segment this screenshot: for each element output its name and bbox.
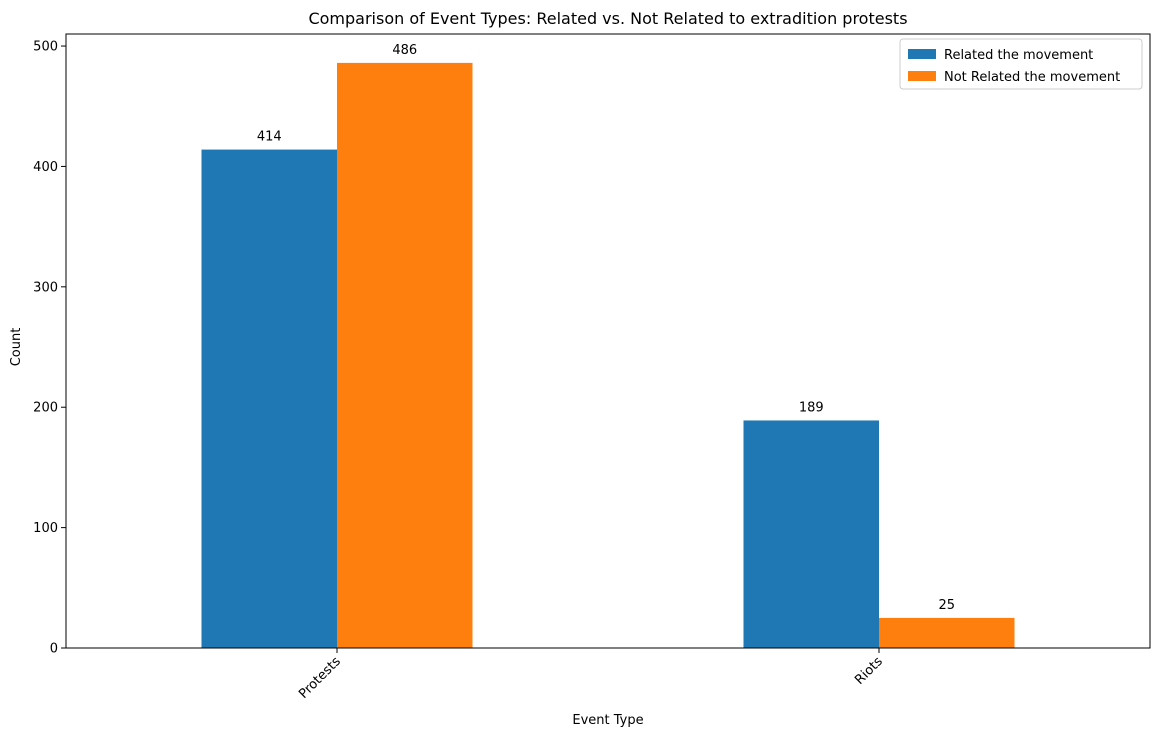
y-tick-label: 200 [33, 401, 58, 416]
x-axis-label: Event Type [572, 713, 643, 728]
y-tick-label: 300 [33, 280, 58, 295]
data-labels-layer: 414 486 189 25 [257, 43, 955, 613]
legend-box [899, 38, 1143, 90]
y-axis: 0 100 200 300 400 500 [33, 40, 66, 657]
y-tick-label: 400 [33, 160, 58, 175]
y-tick-label: 0 [50, 642, 58, 657]
data-label-protests-series-2: 486 [392, 43, 417, 58]
bar-protests-series-2 [337, 62, 473, 648]
plot-area-frame [65, 33, 1151, 649]
y-axis-label: Count [9, 328, 24, 367]
chart-title: Comparison of Event Types: Related vs. N… [308, 9, 907, 28]
bars-layer [201, 62, 1015, 648]
data-label-protests-series-1: 414 [257, 130, 282, 145]
legend-swatch-series-1 [908, 49, 936, 59]
bar-riots-series-2 [879, 617, 1015, 648]
bar-protests-series-1 [201, 149, 337, 648]
bar-riots-series-1 [743, 420, 879, 648]
data-label-riots-series-2: 25 [938, 598, 955, 613]
y-tick-label: 500 [33, 40, 58, 55]
legend-swatch-series-2 [908, 71, 936, 81]
legend-label-series-2: Not Related the movement [944, 70, 1120, 85]
data-label-riots-series-1: 189 [799, 400, 824, 415]
y-tick-label: 100 [33, 521, 58, 536]
legend: Related the movement Not Related the move… [899, 38, 1143, 90]
legend-label-series-1: Related the movement [944, 48, 1093, 63]
